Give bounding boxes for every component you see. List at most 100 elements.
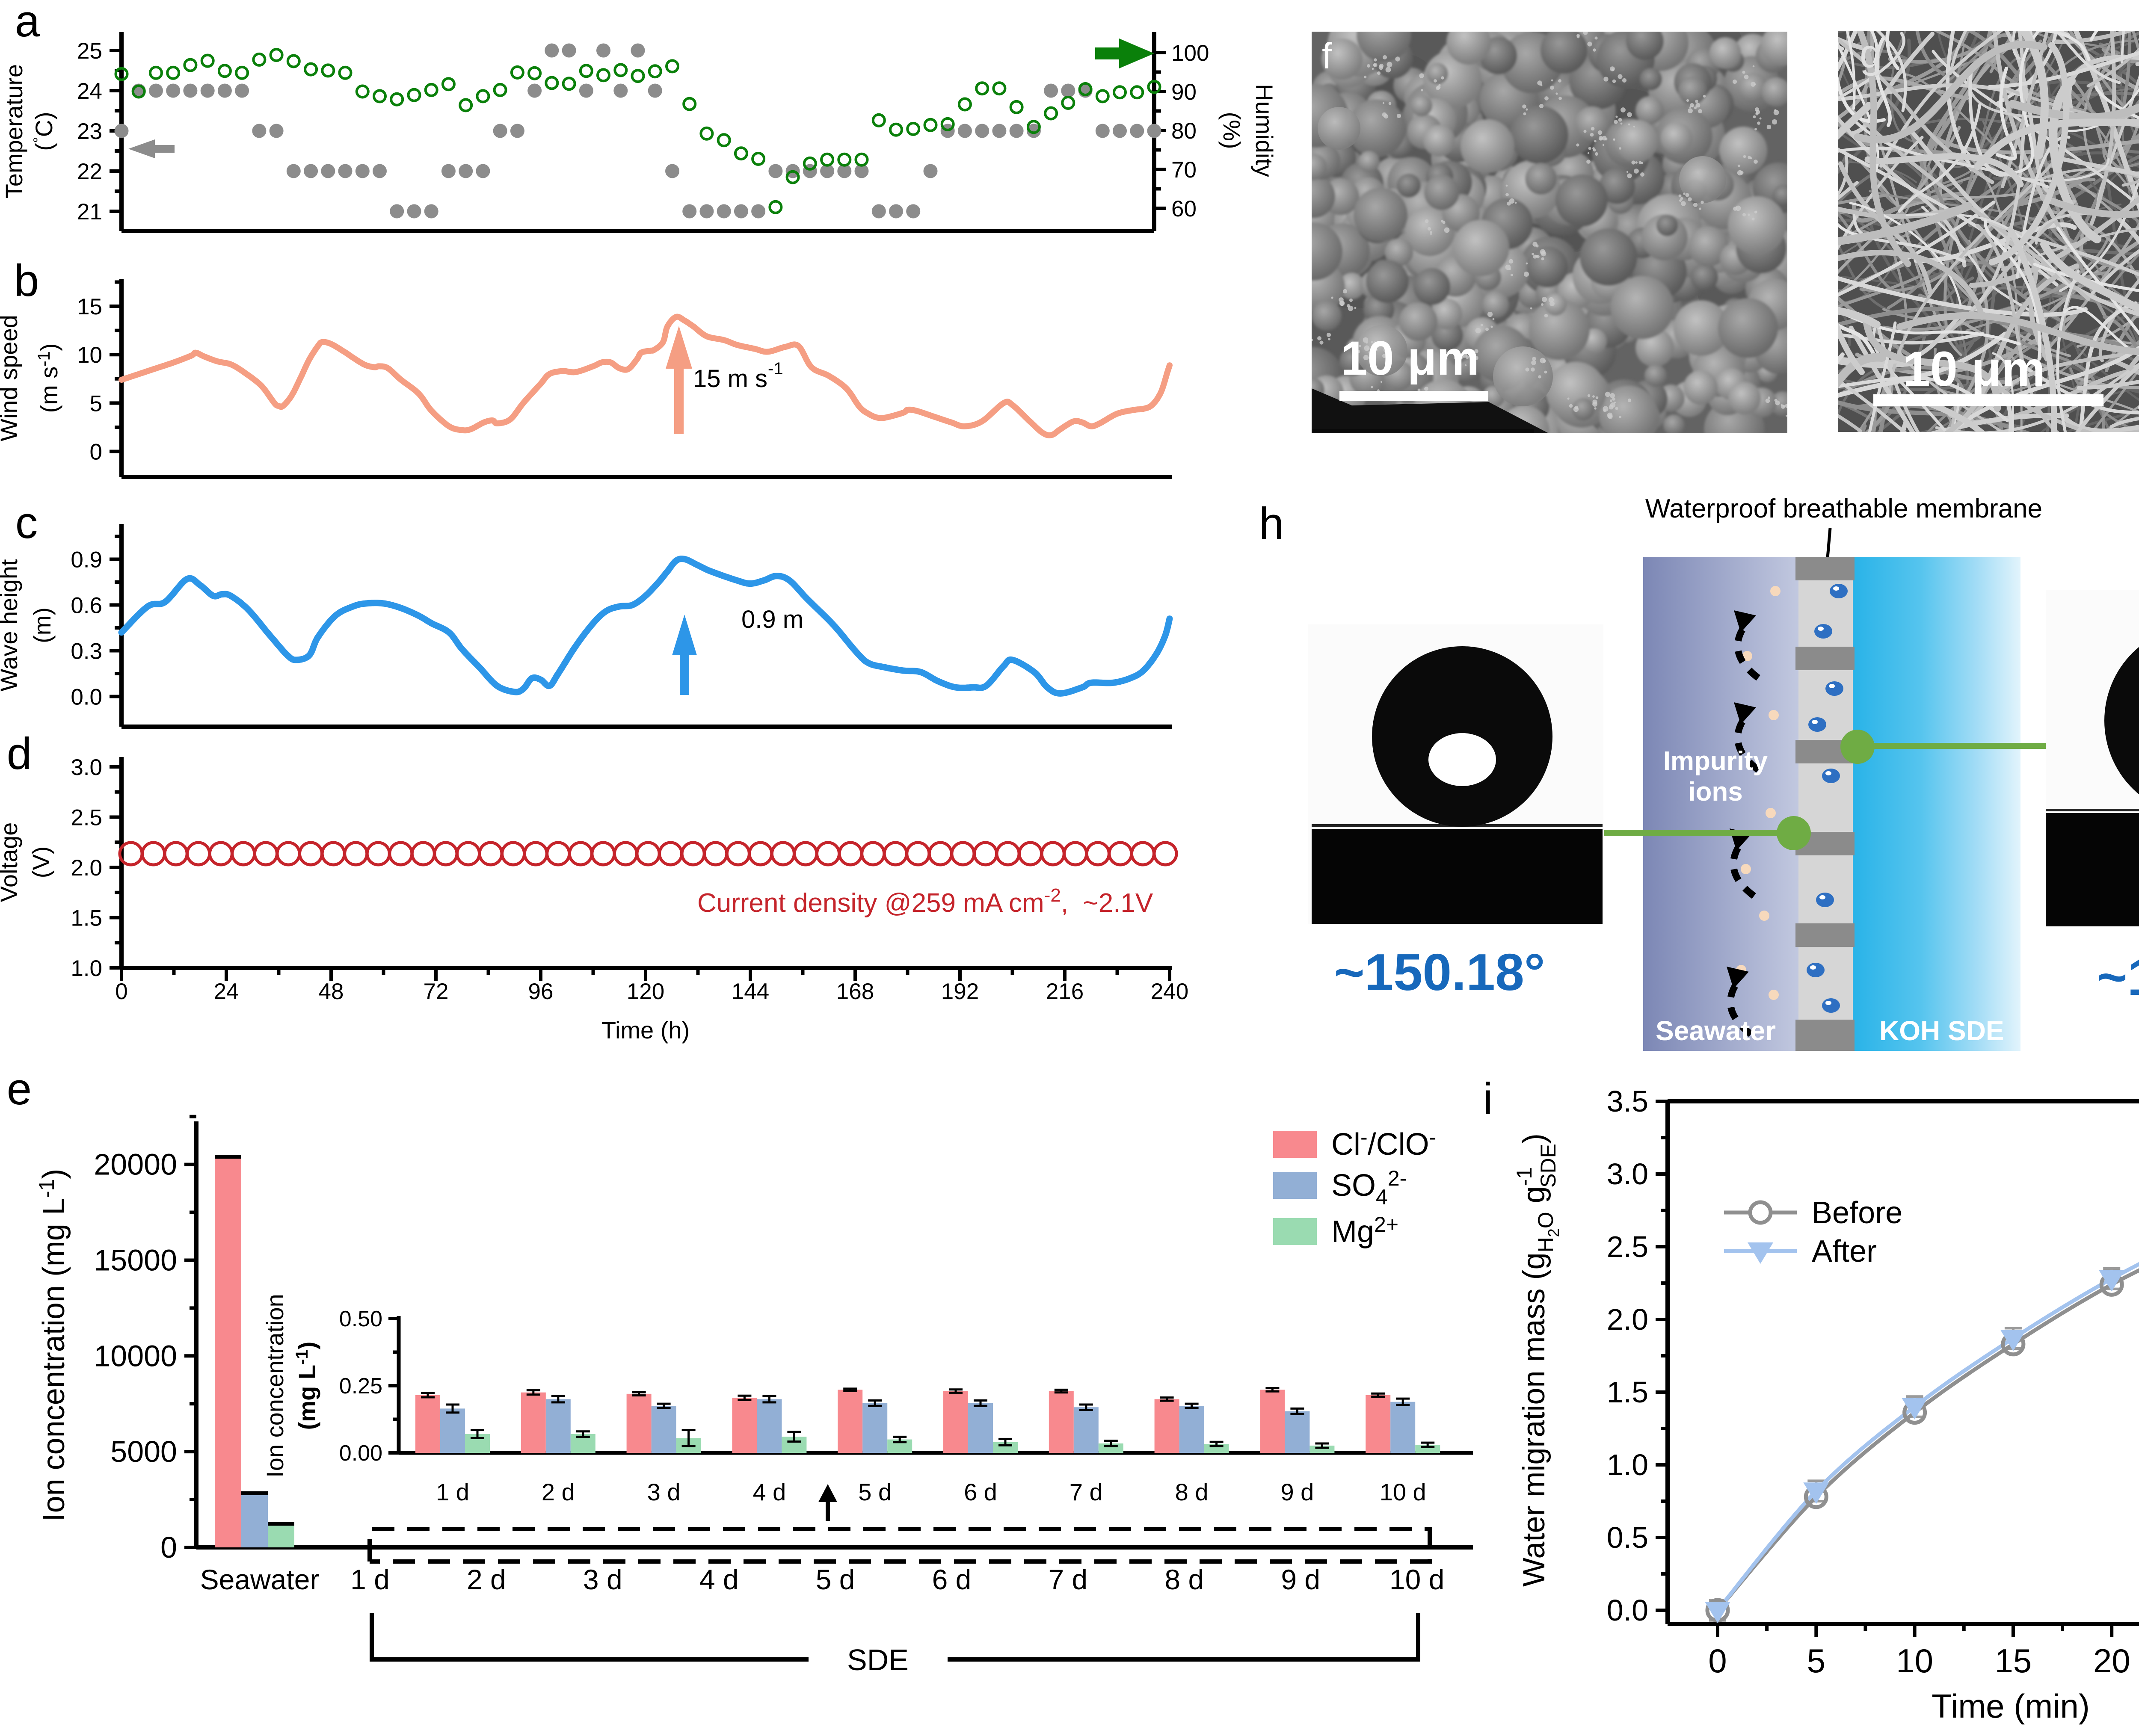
svg-text:2.5: 2.5 [71, 805, 102, 831]
svg-text:3.0: 3.0 [71, 755, 102, 780]
svg-text:Temperature: Temperature [0, 64, 27, 198]
svg-text:192: 192 [941, 979, 979, 1004]
svg-text:8 d: 8 d [1164, 1564, 1204, 1595]
svg-text:After: After [1812, 1234, 1877, 1269]
svg-text:Time (h): Time (h) [601, 1017, 690, 1044]
svg-text:Mg2+: Mg2+ [1331, 1213, 1398, 1249]
svg-text:Ion concentration (mg L-1): Ion concentration (mg L-1) [35, 1169, 71, 1522]
svg-text:0.00: 0.00 [339, 1441, 382, 1466]
svg-text:0.3: 0.3 [71, 639, 102, 664]
svg-text:Water migration mass (gH2O g-1: Water migration mass (gH2O g-1SDE) [1512, 1133, 1562, 1587]
svg-text:24: 24 [214, 979, 239, 1004]
svg-text:(m): (m) [29, 607, 56, 643]
svg-text:24: 24 [77, 79, 102, 104]
svg-text:(V): (V) [27, 846, 54, 878]
svg-text:1 d: 1 d [350, 1564, 390, 1595]
svg-text:ions: ions [1688, 777, 1742, 807]
svg-text:Humidity: Humidity [1251, 84, 1278, 177]
svg-text:10000: 10000 [94, 1339, 177, 1372]
svg-text:i: i [1483, 1074, 1493, 1124]
svg-text:0: 0 [160, 1531, 177, 1564]
svg-text:0: 0 [115, 979, 127, 1004]
svg-text:10 d: 10 d [1389, 1564, 1444, 1595]
svg-text:72: 72 [424, 979, 449, 1004]
svg-text:~147.05°: ~147.05° [2097, 948, 2139, 1006]
svg-text:0.0: 0.0 [71, 685, 102, 710]
svg-text:1.0: 1.0 [71, 956, 102, 981]
svg-text:15 m s: 15 m s [693, 365, 767, 393]
svg-text:216: 216 [1046, 979, 1084, 1004]
svg-text:5: 5 [90, 391, 102, 416]
svg-text:Seawater: Seawater [1656, 1015, 1776, 1046]
svg-text:0.50: 0.50 [339, 1307, 382, 1331]
svg-text:(m s-1): (m s-1) [35, 343, 62, 413]
svg-text:10: 10 [77, 343, 102, 368]
svg-text:60: 60 [1171, 196, 1197, 222]
svg-text:7 d: 7 d [1049, 1564, 1088, 1595]
svg-text:2.0: 2.0 [1607, 1303, 1648, 1336]
svg-text:-1: -1 [768, 359, 783, 378]
svg-text:Seawater: Seawater [200, 1564, 320, 1595]
svg-text:(%): (%) [1218, 112, 1245, 149]
svg-text:1.5: 1.5 [1607, 1375, 1648, 1409]
svg-text:4 d: 4 d [753, 1479, 786, 1505]
svg-text:6 d: 6 d [932, 1564, 972, 1595]
svg-text:SDE: SDE [847, 1643, 909, 1677]
svg-text:22: 22 [77, 159, 102, 184]
svg-text:Current density @259 mA cm-2,: Current density @259 mA cm-2, ~2.1V [697, 885, 1153, 918]
svg-text:2.5: 2.5 [1607, 1230, 1648, 1263]
svg-text:10 μm: 10 μm [1903, 342, 2045, 396]
svg-text:0.6: 0.6 [71, 593, 102, 618]
svg-text:(mg L-1): (mg L-1) [293, 1342, 320, 1430]
svg-text:4 d: 4 d [699, 1564, 739, 1595]
svg-text:h: h [1259, 499, 1284, 549]
svg-text:8 d: 8 d [1175, 1479, 1209, 1505]
svg-text:23: 23 [77, 119, 102, 144]
svg-text:144: 144 [732, 979, 769, 1004]
svg-text:1 d: 1 d [436, 1479, 469, 1505]
svg-text:0.5: 0.5 [1607, 1521, 1648, 1554]
svg-text:Wind speed: Wind speed [0, 315, 22, 441]
svg-text:5 d: 5 d [858, 1479, 892, 1505]
svg-text:2 d: 2 d [542, 1479, 575, 1505]
svg-text:3.5: 3.5 [1607, 1085, 1648, 1118]
svg-text:10: 10 [1896, 1642, 1933, 1680]
svg-text:a: a [15, 0, 40, 46]
svg-text:Ion concentration: Ion concentration [261, 1294, 288, 1478]
svg-text:g: g [1860, 31, 1882, 77]
svg-text:~150.18°: ~150.18° [1334, 943, 1545, 1001]
svg-text:9 d: 9 d [1280, 1479, 1314, 1505]
svg-text:b: b [14, 256, 39, 306]
svg-text:3 d: 3 d [583, 1564, 622, 1595]
svg-text:SO42-: SO42- [1331, 1166, 1407, 1209]
svg-text:2.0: 2.0 [71, 855, 102, 881]
svg-text:21: 21 [77, 199, 102, 225]
svg-text:c: c [15, 498, 38, 548]
svg-text:Time (min): Time (min) [1932, 1687, 2090, 1725]
svg-text:48: 48 [319, 979, 344, 1004]
svg-text:Impurity: Impurity [1663, 746, 1768, 776]
svg-text:d: d [7, 729, 32, 779]
svg-text:0: 0 [1708, 1642, 1727, 1680]
svg-text:70: 70 [1171, 157, 1197, 183]
svg-text:6 d: 6 d [964, 1479, 997, 1505]
svg-text:90: 90 [1171, 80, 1197, 105]
svg-text:1.0: 1.0 [1607, 1448, 1648, 1482]
svg-text:f: f [1322, 36, 1332, 77]
svg-text:20: 20 [2093, 1642, 2130, 1680]
svg-text:100: 100 [1171, 41, 1209, 66]
svg-text:(°C): (°C) [30, 112, 57, 151]
svg-text:Wave height: Wave height [0, 559, 22, 692]
svg-text:15000: 15000 [94, 1243, 177, 1277]
svg-text:20000: 20000 [94, 1148, 177, 1181]
svg-text:9 d: 9 d [1281, 1564, 1320, 1595]
svg-text:0.0: 0.0 [1607, 1594, 1648, 1627]
svg-text:120: 120 [627, 979, 664, 1004]
svg-text:5000: 5000 [110, 1435, 177, 1468]
svg-text:25: 25 [77, 38, 102, 64]
svg-text:7 d: 7 d [1070, 1479, 1103, 1505]
svg-text:5: 5 [1807, 1642, 1825, 1680]
svg-text:10 μm: 10 μm [1341, 331, 1479, 385]
svg-text:15: 15 [77, 294, 102, 319]
svg-text:1.5: 1.5 [71, 906, 102, 931]
